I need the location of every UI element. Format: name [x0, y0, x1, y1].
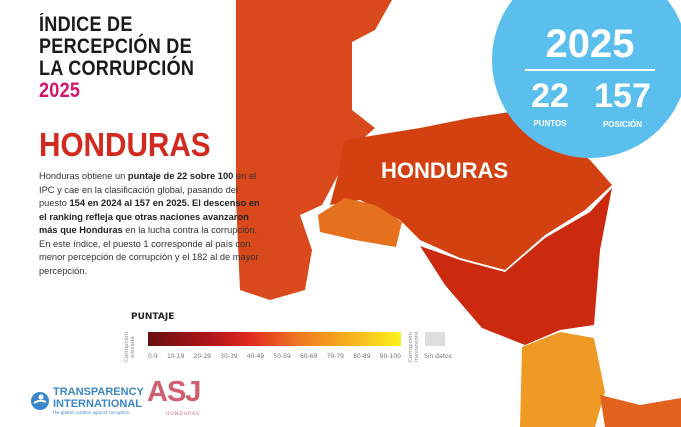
- legend-tick: 30-39: [220, 353, 238, 360]
- map-region-honduras: [330, 112, 612, 270]
- map-country-label: HONDURAS: [381, 158, 509, 183]
- title-line: LA CORRUPCIÓN: [39, 57, 195, 80]
- title-line: PERCEPCIÓN DE: [39, 35, 192, 58]
- map-region-guatemala: [236, 0, 392, 300]
- page-title: ÍNDICE DE PERCEPCIÓN DE LA CORRUPCIÓN 20…: [39, 14, 194, 102]
- map-region-nicaragua: [420, 188, 612, 345]
- text: en la lucha contra la corrupción. En est…: [39, 225, 259, 276]
- legend-tick: 10-19: [166, 353, 185, 360]
- title-line: ÍNDICE DE: [39, 13, 133, 36]
- legend-tick: 50-59: [273, 353, 291, 360]
- legend-tick: 70-79: [326, 353, 344, 360]
- legend-color-scale: [148, 332, 401, 346]
- legend-low-label: Corrupción elevada: [124, 332, 136, 363]
- logo-text: INTERNATIONAL: [53, 398, 143, 410]
- legend-tick: 80-89: [353, 353, 371, 360]
- legend-tick: 40-49: [246, 353, 265, 360]
- badge-score-label: PUNTOS: [533, 119, 567, 128]
- logo-text: TRANSPARENCY: [53, 386, 144, 398]
- text: Honduras obtiene un: [39, 171, 128, 181]
- legend-no-data-swatch: [425, 332, 445, 346]
- legend-title: PUNTAJE: [131, 312, 175, 322]
- text: en el IPC y cae en la clasificación glob…: [39, 171, 257, 208]
- badge-rank-label: POSICIÓN: [602, 120, 643, 129]
- country-heading: HONDURAS: [39, 126, 211, 163]
- title-year: 2025: [39, 79, 81, 102]
- badge-rank: 157: [594, 77, 651, 115]
- legend-tick: 60-69: [299, 353, 318, 360]
- legend-high-label: Corrupción inexistente: [408, 331, 420, 363]
- map-region-el-salvador: [318, 198, 402, 247]
- legend-ticks: 0-9 10-19 20-29 30-39 40-49 50-59 60-69 …: [148, 353, 401, 361]
- logo-tagline: the global coalition against corruption: [53, 410, 130, 415]
- badge-score: 22: [531, 77, 569, 115]
- legend-tick: 90-100: [379, 353, 401, 360]
- asj-logo-sub: HONDURAS: [166, 412, 200, 417]
- text-bold: puntaje de 22 sobre 100: [127, 171, 234, 181]
- asj-logo: ASJ: [147, 376, 201, 408]
- globe-figure-icon: [31, 391, 49, 410]
- transparency-international-logo: TRANSPARENCY INTERNATIONAL the global co…: [30, 386, 144, 415]
- legend-tick: 0-9: [148, 353, 158, 360]
- badge-year: 2025: [545, 22, 635, 66]
- map-region-panama: [600, 395, 681, 427]
- map-region-costa-rica: [520, 332, 605, 427]
- description-text: Honduras obtiene un puntaje de 22 sobre …: [39, 170, 261, 278]
- legend-tick: 20-29: [193, 353, 211, 360]
- score-badge-circle: [492, 0, 681, 158]
- text-bold: 154 en 2024 al 157 en 2025. El descenso …: [39, 198, 260, 235]
- legend-no-data-label: Sin datos: [424, 353, 452, 360]
